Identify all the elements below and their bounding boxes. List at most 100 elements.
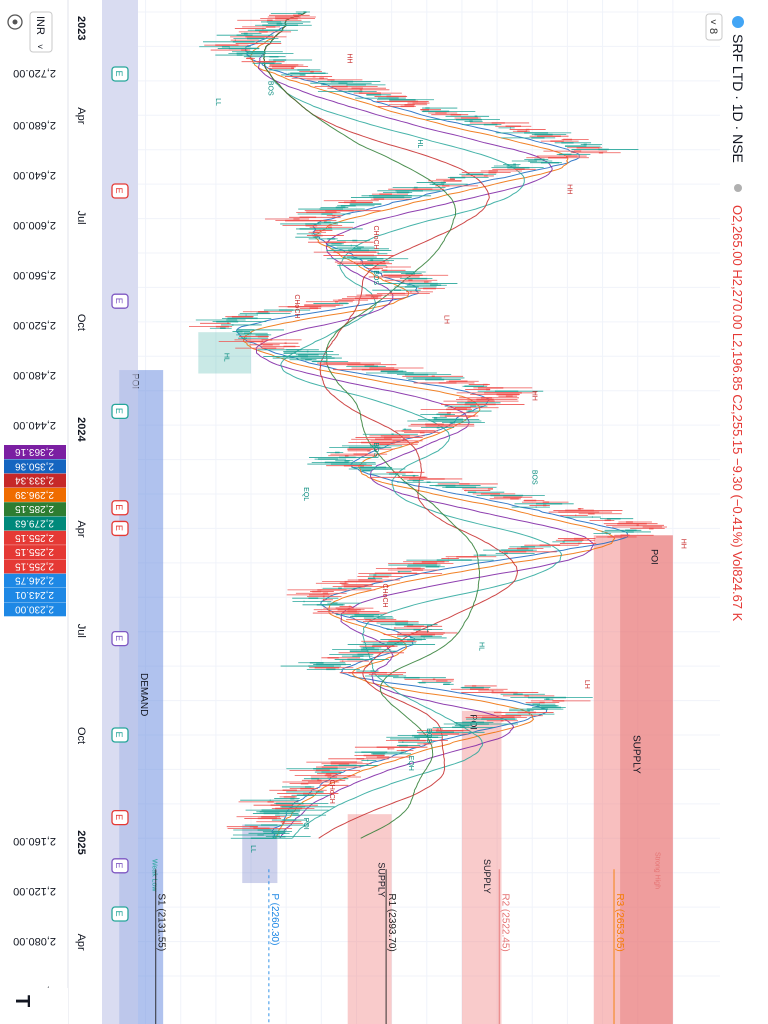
candle [408,425,475,427]
earnings-marker[interactable]: E [111,403,129,420]
candle [303,304,344,306]
candle [461,123,502,126]
candle [317,90,377,93]
candle [384,279,438,281]
candle [339,660,370,662]
candle [404,678,454,681]
candle [370,440,423,442]
price-axis-label: 2,600.00 [13,219,56,231]
candle [556,153,591,156]
currency-select[interactable] [29,11,53,53]
candle [554,142,592,144]
moving-average-line [255,11,594,839]
candle [369,435,425,437]
moving-average-line [263,11,519,839]
candle [428,112,458,114]
candle [301,779,346,782]
candle [310,82,372,84]
candle [236,329,284,331]
candle [362,620,419,623]
candle [298,208,365,210]
price-tag: 2,255.15 [4,530,66,545]
indicator-toggle-button[interactable] [705,13,723,41]
candle [564,516,601,518]
candle [380,370,407,373]
candle [432,728,443,730]
candle [371,753,411,755]
candle [355,436,423,439]
earnings-marker[interactable]: E [111,630,129,647]
candle [463,489,491,492]
candle [370,198,410,200]
candle [404,431,440,434]
candle [289,216,341,219]
candle [486,720,518,722]
candle [319,364,397,366]
candle [403,625,443,628]
candle [210,49,251,51]
earnings-marker[interactable]: E [111,858,129,874]
candle [323,254,395,257]
candle [317,80,381,83]
candle [225,315,254,318]
settings-control[interactable] [7,14,23,30]
candle [327,87,387,89]
earnings-marker[interactable]: E [111,809,129,826]
candle [570,152,621,154]
candle [315,582,349,584]
earnings-marker[interactable]: E [111,66,129,82]
candle [612,526,667,528]
candle [416,630,430,633]
candle [232,51,283,53]
candle [428,180,463,182]
candle [236,816,286,818]
candle [307,463,376,465]
earnings-marker[interactable]: E [111,520,129,537]
candle [269,64,304,66]
candle [238,337,269,339]
candle [260,345,300,348]
pivot-level: R2 (2522.45) [498,869,510,1024]
candle [402,428,412,430]
candle [249,344,280,346]
structure-label: HH [346,53,353,63]
candle [450,688,508,690]
marker-label: E [114,814,124,820]
candle [220,324,262,326]
time-axis-label: Apr [75,934,87,951]
candle [394,286,437,288]
candle [341,655,373,657]
symbol-title[interactable]: SRF LTD · 1D · NSE [730,34,746,163]
gear-icon[interactable] [7,14,23,30]
candle [304,210,381,212]
candle [524,544,579,546]
candle [368,276,420,278]
earnings-marker[interactable]: E [111,293,129,309]
candle [346,296,382,298]
earnings-marker[interactable]: E [111,727,129,743]
candle [320,84,386,86]
candle [296,233,322,235]
price-tag: 2,246.75 [4,573,66,588]
price-tag-label: 2,363.16 [15,446,54,457]
candle [432,416,447,419]
candle [326,249,392,252]
candle [236,334,272,336]
earnings-marker[interactable]: E [111,183,129,199]
earnings-marker[interactable]: E [111,906,129,922]
candle [499,551,557,553]
candle [232,834,281,836]
candle [498,127,515,129]
candle [365,675,407,677]
candle [313,663,351,666]
candle [508,547,544,550]
candle [462,488,494,490]
candle [313,609,365,611]
candle [366,267,383,270]
earnings-marker[interactable]: E [111,500,129,516]
structure-label: HH [530,391,537,401]
candle [530,161,562,164]
candle [281,822,303,825]
candle [227,827,293,830]
